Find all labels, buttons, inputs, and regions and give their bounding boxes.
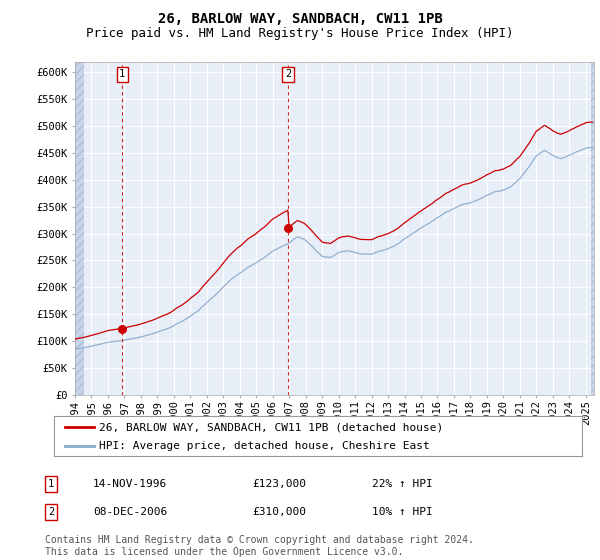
Text: 26, BARLOW WAY, SANDBACH, CW11 1PB: 26, BARLOW WAY, SANDBACH, CW11 1PB <box>158 12 442 26</box>
Text: 22% ↑ HPI: 22% ↑ HPI <box>372 479 433 489</box>
Text: 2: 2 <box>285 69 291 80</box>
Text: 1: 1 <box>48 479 54 489</box>
Bar <box>75 62 84 395</box>
Text: HPI: Average price, detached house, Cheshire East: HPI: Average price, detached house, Ches… <box>99 441 430 451</box>
Text: 14-NOV-1996: 14-NOV-1996 <box>93 479 167 489</box>
Text: 26, BARLOW WAY, SANDBACH, CW11 1PB (detached house): 26, BARLOW WAY, SANDBACH, CW11 1PB (deta… <box>99 422 443 432</box>
Text: £123,000: £123,000 <box>252 479 306 489</box>
Text: £310,000: £310,000 <box>252 507 306 517</box>
Text: Price paid vs. HM Land Registry's House Price Index (HPI): Price paid vs. HM Land Registry's House … <box>86 27 514 40</box>
Bar <box>591 62 596 395</box>
Text: 2: 2 <box>48 507 54 517</box>
Text: 1: 1 <box>119 69 125 80</box>
Text: 10% ↑ HPI: 10% ↑ HPI <box>372 507 433 517</box>
Text: 08-DEC-2006: 08-DEC-2006 <box>93 507 167 517</box>
Text: Contains HM Land Registry data © Crown copyright and database right 2024.
This d: Contains HM Land Registry data © Crown c… <box>45 535 474 557</box>
